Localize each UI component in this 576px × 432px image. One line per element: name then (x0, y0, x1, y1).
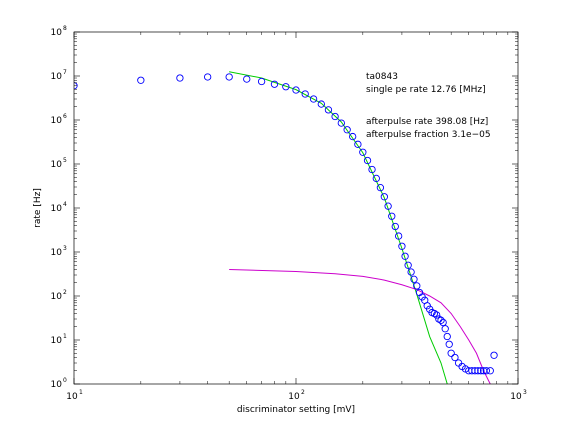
y-tick-label: 10 (51, 72, 63, 82)
y-tick-exponent: 4 (63, 201, 67, 208)
data-point-marker (482, 367, 490, 375)
data-point-marker (176, 74, 184, 82)
data-point-marker (471, 367, 479, 375)
data-point-marker (349, 132, 357, 141)
data-point-marker (407, 268, 415, 276)
data-point-marker (225, 73, 233, 81)
y-tick-label: 10 (51, 204, 63, 214)
data-point-marker (445, 340, 453, 348)
y-tick-label: 10 (51, 116, 63, 126)
data-point-marker (372, 174, 380, 183)
data-point-marker (401, 252, 409, 260)
y-tick-exponent: 7 (63, 69, 67, 76)
y-tick-exponent: 8 (63, 25, 67, 32)
x-tick-exponent: 1 (79, 389, 83, 396)
data-point-marker (486, 367, 494, 375)
fit-curve-line (229, 269, 491, 384)
axis-ticks: 10 1 10 2 10 310 010 110 210 310 410 510 610 710 8 (51, 25, 527, 402)
data-layer (74, 71, 498, 384)
data-point-marker (437, 316, 445, 324)
x-tick-label: 10 (66, 392, 78, 402)
data-point-marker (451, 353, 459, 362)
data-point-marker (354, 140, 362, 148)
data-point-marker (441, 325, 449, 333)
y-tick-label: 10 (51, 160, 63, 170)
data-point-marker (337, 119, 345, 127)
data-point-marker (331, 112, 339, 121)
x-tick-label: 10 (288, 392, 300, 402)
y-tick-exponent: 0 (63, 377, 67, 384)
y-tick-label: 10 (51, 28, 63, 38)
channel-label: ta0843 (366, 72, 398, 82)
data-point-marker (391, 222, 399, 231)
data-point-marker (477, 367, 485, 375)
data-point-marker (395, 232, 403, 240)
x-tick-exponent: 2 (301, 389, 305, 396)
data-point-marker (490, 351, 498, 359)
y-tick-exponent: 5 (63, 157, 67, 164)
y-tick-exponent: 6 (63, 113, 67, 120)
data-point-marker (363, 156, 372, 165)
data-point-marker (410, 275, 418, 283)
y-tick-label: 10 (51, 248, 63, 258)
data-point-marker (398, 242, 406, 250)
data-point-marker (376, 184, 385, 192)
data-point-marker (443, 332, 451, 341)
data-point-marker (270, 80, 279, 88)
single-pe-rate-label: single pe rate 12.76 [MHz] (366, 85, 486, 95)
data-point-marker (204, 73, 212, 81)
data-point-marker (447, 349, 455, 357)
fit-curve-line (229, 71, 448, 384)
data-point-marker (343, 126, 351, 134)
data-point-marker (404, 261, 412, 269)
data-point-marker (439, 318, 447, 327)
data-point-marker (257, 77, 266, 86)
data-point-marker (388, 212, 396, 220)
y-tick-exponent: 1 (63, 333, 67, 340)
data-point-marker (243, 75, 251, 83)
data-point-marker (301, 90, 309, 98)
y-tick-exponent: 3 (63, 245, 67, 252)
x-tick-exponent: 3 (523, 389, 527, 396)
y-tick-label: 10 (51, 336, 63, 346)
data-point-marker (432, 311, 441, 319)
x-tick-label: 10 (510, 392, 522, 402)
data-point-marker (324, 106, 333, 114)
data-point-marker (137, 76, 145, 84)
afterpulse-fraction-label: afterpulse fraction 3.1e−05 (366, 130, 491, 140)
y-tick-exponent: 2 (63, 289, 67, 296)
data-point-marker (292, 86, 300, 94)
data-point-marker (359, 148, 367, 156)
data-point-marker (384, 202, 392, 210)
data-point-marker (474, 367, 482, 375)
data-point-marker (317, 100, 325, 108)
data-point-marker (430, 309, 439, 318)
data-point-marker (368, 165, 376, 174)
data-point-marker (380, 193, 388, 201)
y-tick-label: 10 (51, 380, 63, 390)
y-axis-title: rate [Hz] (33, 188, 43, 228)
y-tick-label: 10 (51, 292, 63, 302)
data-point-marker (413, 282, 421, 290)
afterpulse-rate-label: afterpulse rate 398.08 [Hz] (366, 117, 488, 127)
fit-annotations: ta0843 single pe rate 12.76 [MHz] afterp… (366, 72, 491, 140)
x-axis-title: discriminator setting [mV] (237, 405, 355, 415)
data-point-marker (309, 95, 318, 103)
data-point-marker (282, 83, 290, 91)
